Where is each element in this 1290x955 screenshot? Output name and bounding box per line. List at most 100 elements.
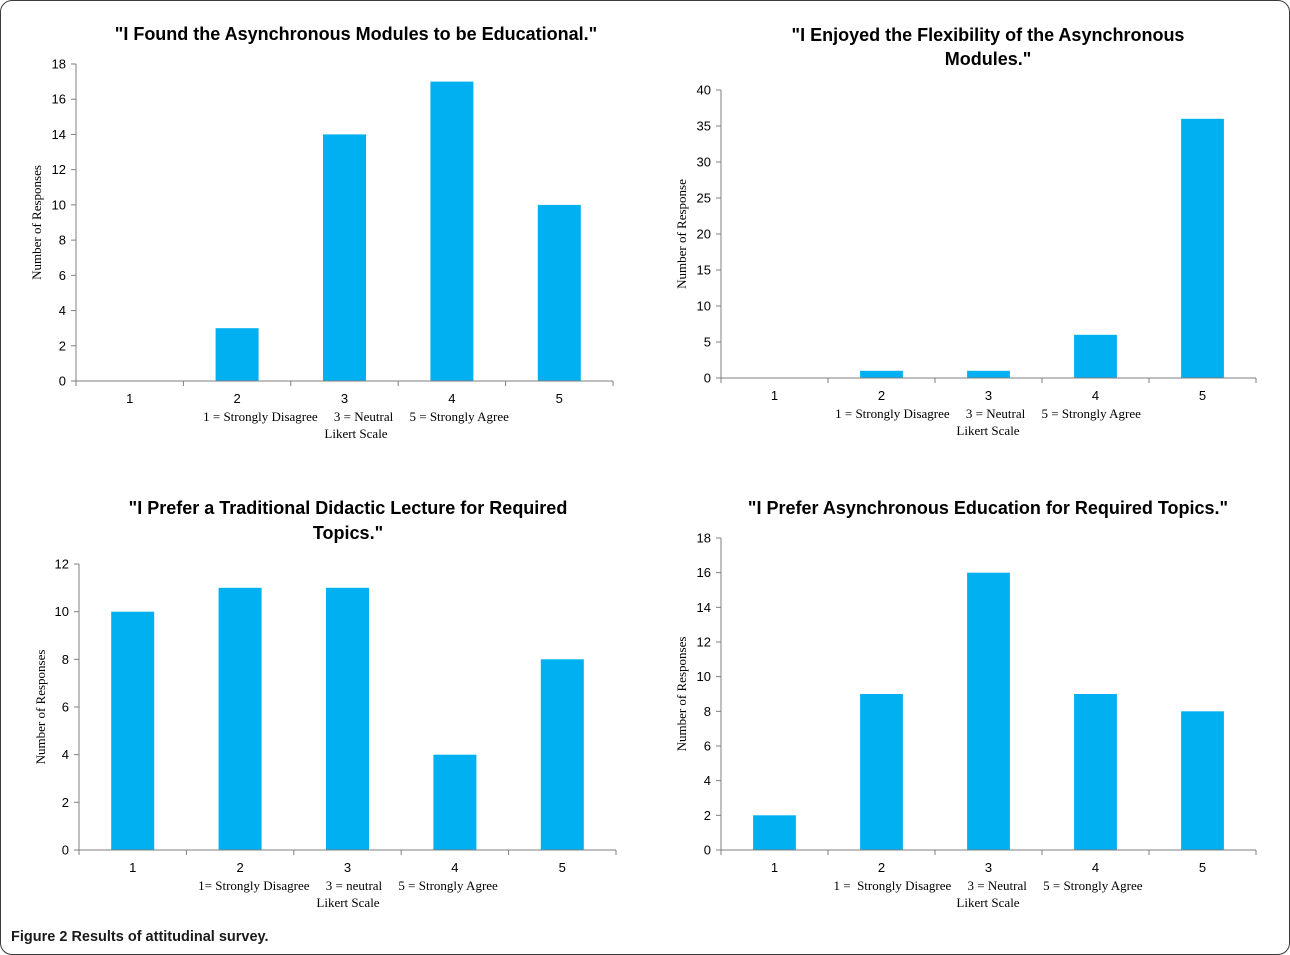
y-tick-label: 35 — [697, 119, 711, 134]
bar — [860, 370, 903, 378]
x-axis-label: Likert Scale — [324, 426, 387, 441]
bar — [1181, 711, 1224, 850]
x-tick-label: 5 — [559, 860, 566, 875]
y-tick-label: 8 — [59, 233, 66, 248]
x-tick-label: 4 — [1092, 860, 1099, 875]
x-tick-label: 2 — [878, 860, 885, 875]
x-tick-label: 3 — [344, 860, 351, 875]
bar — [540, 659, 584, 850]
bar — [967, 572, 1010, 850]
y-tick-label: 0 — [704, 371, 711, 386]
x-tick-label: 1 — [126, 391, 133, 406]
y-tick-label: 10 — [52, 197, 66, 212]
y-tick-label: 8 — [704, 704, 711, 719]
y-axis-label: Number of Response — [674, 179, 689, 289]
y-tick-label: 2 — [62, 795, 69, 810]
bar — [1074, 694, 1117, 850]
y-tick-label: 20 — [697, 227, 711, 242]
x-tick-label: 1 — [129, 860, 136, 875]
x-tick-label: 4 — [451, 860, 458, 875]
bar — [326, 587, 369, 850]
x-tick-label: 1 — [771, 860, 778, 875]
charts-canvas: "I Found the Asynchronous Modules to be … — [29, 24, 1257, 910]
y-tick-label: 0 — [59, 374, 66, 389]
bar — [1074, 334, 1117, 378]
y-tick-label: 14 — [697, 600, 711, 615]
chart-title-line: Modules." — [945, 49, 1032, 69]
y-tick-label: 40 — [697, 83, 711, 98]
y-axis-label: Number of Responses — [33, 650, 48, 765]
y-tick-label: 10 — [55, 604, 69, 619]
y-tick-label: 18 — [52, 57, 66, 72]
y-tick-label: 12 — [55, 557, 69, 572]
y-tick-label: 6 — [62, 700, 69, 715]
chart-title-line: "I Found the Asynchronous Modules to be … — [115, 24, 597, 44]
x-tick-label: 2 — [878, 388, 885, 403]
figure-caption: Figure 2 Results of attitudinal survey. — [11, 929, 269, 945]
y-tick-label: 4 — [62, 747, 69, 762]
y-tick-label: 16 — [697, 565, 711, 580]
y-tick-label: 6 — [704, 739, 711, 754]
bar — [433, 754, 477, 850]
bar — [430, 81, 474, 381]
x-axis-scale-note: 1= Strongly Disagree 3 = neutral 5 = Str… — [198, 878, 498, 893]
x-axis-label: Likert Scale — [316, 895, 379, 910]
y-axis-label: Number of Responses — [29, 165, 44, 280]
chart-title-line: "I Enjoyed the Flexibility of the Asynch… — [792, 25, 1185, 45]
chart-4: "I Prefer Asynchronous Education for Req… — [674, 498, 1257, 910]
x-axis-scale-note: 1 = Strongly Disagree 3 = Neutral 5 = St… — [835, 406, 1141, 421]
y-tick-label: 25 — [697, 191, 711, 206]
x-tick-label: 3 — [985, 860, 992, 875]
y-tick-label: 15 — [697, 263, 711, 278]
bar — [860, 694, 903, 850]
y-tick-label: 30 — [697, 155, 711, 170]
x-tick-label: 4 — [448, 391, 455, 406]
bar — [753, 815, 796, 850]
bar — [1181, 118, 1224, 379]
x-tick-label: 5 — [556, 391, 563, 406]
y-tick-label: 2 — [704, 808, 711, 823]
y-tick-label: 0 — [704, 843, 711, 858]
x-tick-label: 3 — [985, 388, 992, 403]
y-tick-label: 10 — [697, 669, 711, 684]
bar — [323, 134, 366, 381]
bar — [111, 611, 155, 850]
x-tick-label: 1 — [771, 388, 778, 403]
x-axis-label: Likert Scale — [956, 423, 1019, 438]
chart-2: "I Enjoyed the Flexibility of the Asynch… — [674, 25, 1257, 438]
x-tick-label: 3 — [341, 391, 348, 406]
chart-title-line: "I Prefer Asynchronous Education for Req… — [748, 498, 1228, 518]
y-tick-label: 10 — [697, 299, 711, 314]
y-tick-label: 16 — [52, 92, 66, 107]
y-tick-label: 14 — [52, 127, 66, 142]
bar — [537, 204, 581, 381]
y-tick-label: 0 — [62, 843, 69, 858]
y-tick-label: 4 — [704, 773, 711, 788]
y-tick-label: 8 — [62, 652, 69, 667]
x-axis-scale-note: 1 = Strongly Disagree 3 = Neutral 5 = St… — [833, 878, 1142, 893]
x-tick-label: 2 — [233, 391, 240, 406]
y-tick-label: 6 — [59, 268, 66, 283]
chart-title-line: Topics." — [313, 523, 383, 543]
y-tick-label: 5 — [704, 335, 711, 350]
bar — [967, 370, 1010, 378]
x-tick-label: 4 — [1092, 388, 1099, 403]
x-tick-label: 5 — [1199, 860, 1206, 875]
caption-label: Figure 2 — [11, 929, 68, 945]
y-tick-label: 4 — [59, 303, 66, 318]
y-axis-label: Number of Responses — [674, 637, 689, 752]
y-tick-label: 18 — [697, 531, 711, 546]
caption-text: Results of attitudinal survey. — [71, 929, 269, 945]
bar — [218, 587, 262, 850]
chart-1: "I Found the Asynchronous Modules to be … — [29, 24, 614, 441]
x-axis-scale-note: 1 = Strongly Disagree 3 = Neutral 5 = St… — [203, 409, 509, 424]
x-tick-label: 2 — [236, 860, 243, 875]
y-tick-label: 2 — [59, 338, 66, 353]
bar — [215, 328, 259, 381]
chart-3: "I Prefer a Traditional Didactic Lecture… — [33, 498, 617, 910]
x-tick-label: 5 — [1199, 388, 1206, 403]
chart-title-line: "I Prefer a Traditional Didactic Lecture… — [129, 498, 568, 518]
x-axis-label: Likert Scale — [956, 895, 1019, 910]
y-tick-label: 12 — [697, 635, 711, 650]
